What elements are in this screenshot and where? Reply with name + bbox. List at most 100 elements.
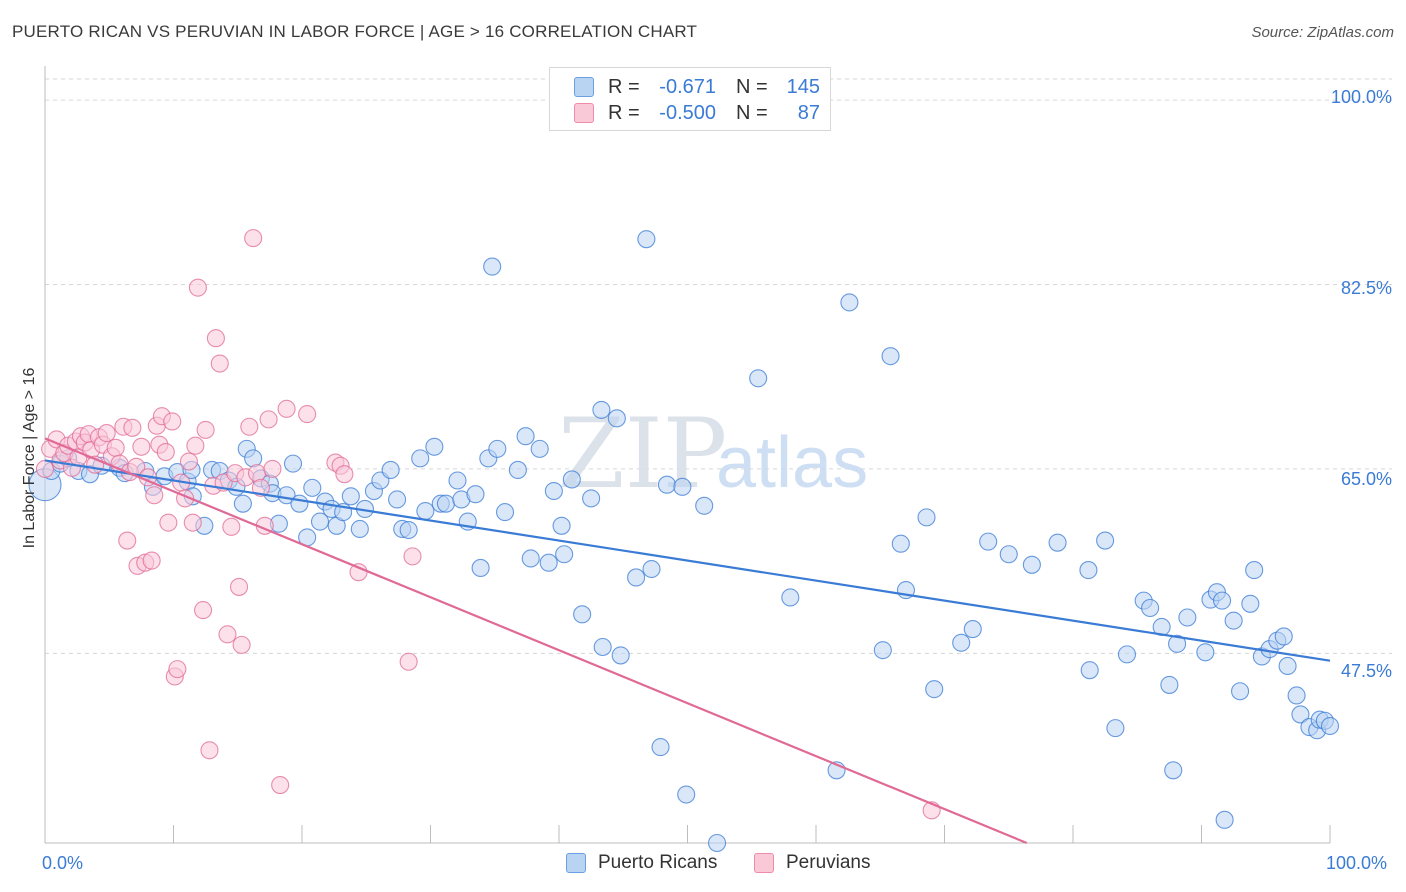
data-point xyxy=(1080,661,1099,680)
legend-swatch-peruvians xyxy=(574,103,594,123)
data-point xyxy=(411,449,430,468)
data-point xyxy=(1287,686,1306,705)
data-point xyxy=(179,452,198,471)
data-point xyxy=(552,516,571,535)
data-point xyxy=(436,494,455,513)
data-point xyxy=(582,489,601,508)
data-point xyxy=(206,329,225,348)
legend-label: Peruvians xyxy=(786,852,871,873)
x-tick-label: 100.0% xyxy=(1326,853,1388,873)
n-label: N = xyxy=(736,101,768,124)
data-point xyxy=(1079,561,1098,580)
data-point xyxy=(283,454,303,473)
data-point xyxy=(1048,533,1067,552)
correlation-legend: R = -0.671 N = 145 R = -0.500 N = 87 xyxy=(549,67,831,131)
data-point xyxy=(483,257,502,276)
data-point xyxy=(310,512,330,531)
data-point xyxy=(388,490,407,509)
data-point xyxy=(416,502,435,521)
data-point xyxy=(183,513,202,532)
data-point xyxy=(159,513,178,532)
r-label: R = xyxy=(608,101,640,124)
data-point xyxy=(562,470,581,489)
legend-swatch-puerto-ricans xyxy=(574,77,594,97)
data-point xyxy=(1141,598,1160,618)
legend-label: Puerto Ricans xyxy=(598,852,718,873)
data-point xyxy=(979,532,998,551)
data-point xyxy=(917,508,936,527)
data-point xyxy=(1245,561,1264,580)
data-point xyxy=(1168,634,1187,653)
data-point xyxy=(271,775,290,795)
data-point xyxy=(642,559,661,579)
data-point xyxy=(1178,608,1197,627)
data-point xyxy=(488,439,507,458)
data-point xyxy=(399,652,418,671)
data-point xyxy=(145,486,164,505)
data-point xyxy=(381,460,400,480)
data-point xyxy=(232,635,251,654)
data-point xyxy=(335,465,354,484)
data-point xyxy=(448,471,467,490)
data-point xyxy=(607,409,626,428)
n-value: 87 xyxy=(797,101,820,124)
data-point xyxy=(1106,719,1125,738)
data-point xyxy=(925,680,944,699)
data-point xyxy=(637,230,656,249)
data-point xyxy=(1278,656,1297,676)
data-point xyxy=(521,549,540,568)
data-point xyxy=(222,517,241,536)
legend-item-peruvians: Peruvians xyxy=(754,852,871,874)
data-point xyxy=(132,437,151,456)
data-point xyxy=(156,442,175,462)
data-point xyxy=(573,605,592,624)
data-point xyxy=(186,436,205,455)
data-point xyxy=(200,741,219,760)
data-point xyxy=(210,354,229,373)
data-point xyxy=(263,459,282,478)
data-point xyxy=(677,785,696,804)
watermark: ZIP atlas xyxy=(558,398,868,510)
x-tick-label: 0.0% xyxy=(42,853,84,873)
data-point xyxy=(290,494,309,513)
source-label: Source: ZipAtlas.com xyxy=(1251,24,1394,41)
data-point xyxy=(196,420,215,439)
data-point xyxy=(544,481,563,501)
data-point xyxy=(229,577,249,596)
data-point xyxy=(1096,531,1115,550)
legend-swatch-peruvians xyxy=(754,853,774,873)
data-point xyxy=(341,487,360,506)
data-point xyxy=(657,475,676,494)
trend-line-puerto-ricans xyxy=(44,459,1331,662)
data-point xyxy=(673,477,692,496)
legend-row-puerto-ricans: R = -0.671 N = 145 xyxy=(574,74,820,100)
data-point xyxy=(891,534,910,553)
data-point xyxy=(233,494,252,513)
r-value: -0.500 xyxy=(659,101,716,124)
data-point xyxy=(873,641,892,660)
series-peruvians xyxy=(35,229,941,820)
data-point xyxy=(466,485,485,504)
series-legend: Puerto Ricans Peruvians xyxy=(0,852,1406,876)
data-point xyxy=(651,738,670,757)
data-point xyxy=(592,400,611,419)
y-tick-label: 82.5% xyxy=(1340,278,1392,298)
grid-lines xyxy=(45,78,1392,654)
trend-lines xyxy=(44,437,1331,845)
data-point xyxy=(298,405,317,424)
data-point xyxy=(508,460,527,480)
data-point xyxy=(840,293,859,312)
y-axis-label: In Labor Force | Age > 16 xyxy=(21,367,38,549)
data-point xyxy=(399,520,418,540)
y-tick-label: 65.0% xyxy=(1340,469,1392,489)
data-point xyxy=(999,545,1018,564)
watermark-zip: ZIP xyxy=(558,398,727,510)
data-point xyxy=(881,347,900,366)
series-puerto-ricans xyxy=(28,230,1340,853)
data-point xyxy=(781,588,800,607)
data-point xyxy=(1241,594,1260,613)
data-point xyxy=(516,427,535,446)
data-point xyxy=(188,278,207,297)
data-point xyxy=(627,568,646,587)
